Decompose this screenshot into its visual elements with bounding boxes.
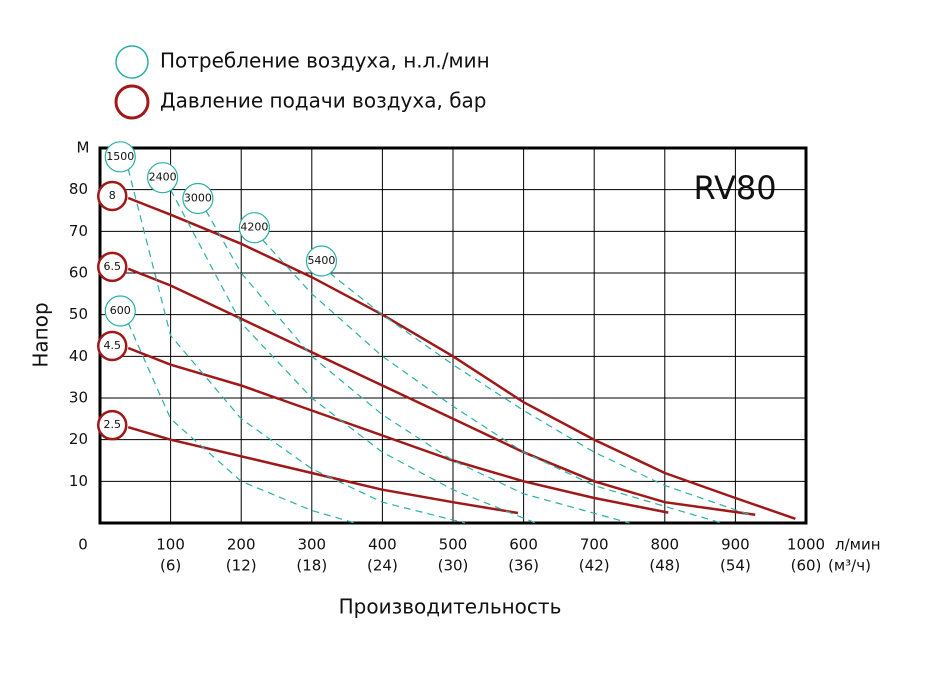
series-label-marker <box>182 182 214 215</box>
x2-tick-label: (42) <box>579 557 610 575</box>
series-line <box>329 272 750 516</box>
legend-label: Давление подачи воздуха, бар <box>160 89 486 113</box>
x-tick-label: 1000 <box>787 536 825 554</box>
series-label: 4200 <box>240 221 268 234</box>
series-line <box>261 239 722 524</box>
series-label-marker <box>104 295 136 327</box>
series-label: 1500 <box>106 150 134 163</box>
series-label: 4.5 <box>103 339 121 352</box>
series-line <box>127 168 466 524</box>
x-tick-label: 500 <box>439 536 468 554</box>
series-line <box>127 346 669 514</box>
y-tick-label: 10 <box>69 472 88 490</box>
series-label: 5400 <box>307 254 335 267</box>
series-label: 600 <box>110 304 131 317</box>
x-tick-label: 200 <box>227 536 256 554</box>
series-line <box>127 267 756 516</box>
series-label: 2.5 <box>103 418 121 431</box>
series-label-marker <box>96 251 128 283</box>
x2-tick-label: (6) <box>160 557 181 575</box>
series-label-marker <box>147 162 179 194</box>
y-tick-label: 80 <box>69 180 88 198</box>
y-tick-label: 40 <box>69 347 88 365</box>
series-line <box>127 196 796 520</box>
plot-frame <box>98 146 808 525</box>
series-label-marker <box>96 409 128 441</box>
series-label-marker <box>104 141 136 173</box>
x-tick-label: 800 <box>650 536 679 554</box>
y-tick-label: 60 <box>69 264 88 282</box>
x2-unit: (м³/ч) <box>828 557 871 575</box>
series-label-marker <box>305 245 338 277</box>
legend-label: Потребление воздуха, н.л./мин <box>160 49 490 73</box>
series-label: 8 <box>109 189 116 202</box>
series-label-marker <box>96 180 128 212</box>
x2-tick-label: (48) <box>649 557 680 575</box>
series-label-marker <box>96 330 128 362</box>
x2-tick-label: (36) <box>508 557 539 575</box>
series-line <box>170 189 536 524</box>
y-tick-label: 50 <box>69 305 88 323</box>
x-axis-label: Производительность <box>339 595 562 619</box>
y-tick-label: 20 <box>69 430 88 448</box>
y-unit: М <box>77 139 90 157</box>
series-label: 2400 <box>149 171 177 184</box>
legend-marker <box>114 84 150 120</box>
x-tick-label: 300 <box>297 536 326 554</box>
legend-marker <box>115 45 149 79</box>
series-label: 6.5 <box>103 260 121 273</box>
x2-tick-label: (12) <box>226 557 257 575</box>
x-tick-label: 0 <box>78 536 88 554</box>
x-tick-label: 700 <box>580 536 609 554</box>
x2-tick-label: (24) <box>367 557 398 575</box>
x2-tick-label: (54) <box>720 557 751 575</box>
x-unit: л/мин <box>835 536 881 554</box>
series-label-marker <box>238 212 270 244</box>
series-line <box>205 210 630 524</box>
x2-tick-label: (30) <box>438 557 469 575</box>
x-tick-label: 600 <box>509 536 538 554</box>
x2-tick-label: (60) <box>791 557 822 575</box>
series-line <box>127 322 356 524</box>
series-label: 3000 <box>184 192 212 205</box>
series-line <box>127 426 519 515</box>
y-tick-label: 30 <box>69 389 88 407</box>
x-tick-label: 100 <box>156 536 185 554</box>
x2-tick-label: (18) <box>296 557 327 575</box>
x-tick-label: 900 <box>721 536 750 554</box>
y-axis-label: Напор <box>29 302 53 367</box>
y-tick-label: 70 <box>69 222 88 240</box>
x-tick-label: 400 <box>368 536 397 554</box>
